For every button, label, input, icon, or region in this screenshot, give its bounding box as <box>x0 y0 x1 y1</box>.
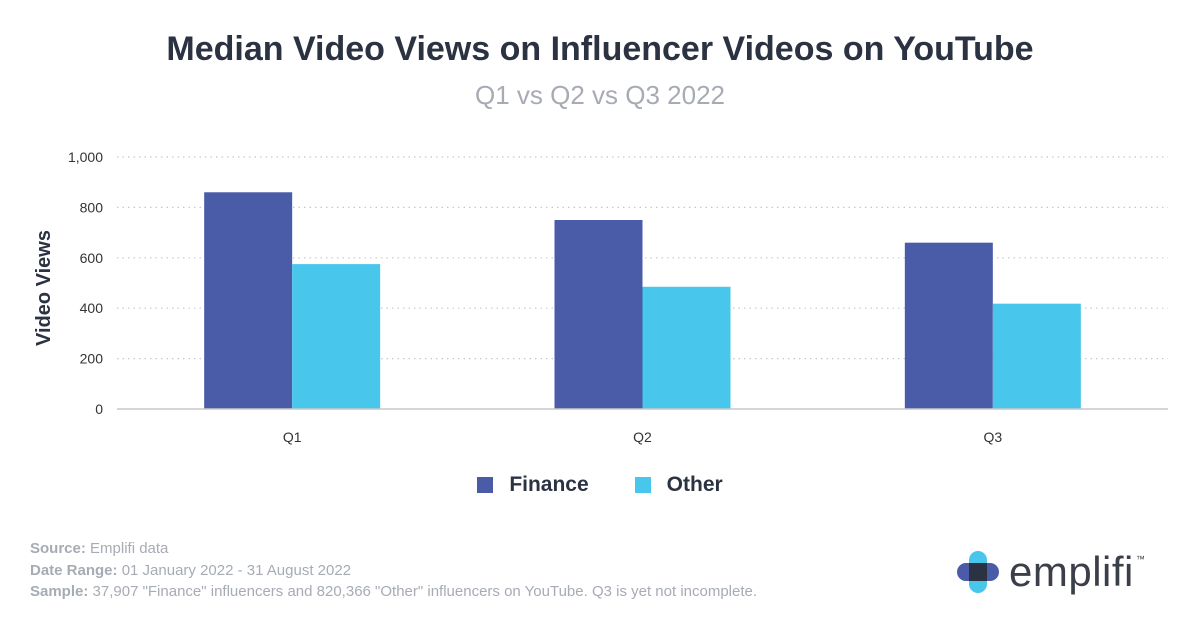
x-tick-label: Q1 <box>283 429 302 445</box>
y-tick-label: 1,000 <box>68 149 103 165</box>
legend-item-other: Other <box>634 473 723 497</box>
footer-sample-key: Sample: <box>30 583 89 600</box>
bar-other-q3 <box>992 303 1081 409</box>
bar-other-q1 <box>292 264 381 409</box>
x-tick-label: Q3 <box>983 429 1002 445</box>
y-axis-title: Video Views <box>33 230 55 346</box>
bar-finance-q1 <box>204 192 293 409</box>
footer-source-value: Emplifi data <box>85 540 169 557</box>
y-tick-label: 200 <box>80 351 104 367</box>
chart-subtitle: Q1 vs Q2 vs Q3 2022 <box>474 80 725 110</box>
y-tick-label: 0 <box>95 401 103 417</box>
footer-sample-value: 37,907 "Finance" influencers and 820,366… <box>88 583 758 600</box>
footer-date-key: Date Range: <box>30 561 118 579</box>
legend-label-finance: Finance <box>509 473 589 496</box>
bar-other-q2 <box>642 286 731 409</box>
footer-date-range: Date Range: 01 January 2022 - 31 August … <box>30 560 757 582</box>
chart-title: Median Video Views on Influencer Videos … <box>166 30 1034 68</box>
footer-source-key: Source: <box>30 540 86 557</box>
legend-item-finance: Finance <box>477 473 589 497</box>
y-tick-label: 800 <box>80 199 104 215</box>
logo-text: emplifi <box>1009 548 1134 595</box>
legend-swatch-other <box>634 477 651 493</box>
chart-footer: Source: Emplifi data Date Range: 01 Janu… <box>30 538 757 603</box>
chart-legend: Finance Other <box>0 473 1200 497</box>
y-tick-label: 600 <box>80 250 104 266</box>
emplifi-logo-icon <box>957 551 999 593</box>
legend-label-other: Other <box>666 473 723 496</box>
footer-sample: Sample: 37,907 "Finance" influencers and… <box>30 581 757 603</box>
y-tick-label: 400 <box>80 300 104 316</box>
bar-chart: 0 200 400 600 800 1,000 Video Views Q1 Q2 Q3 <box>33 149 1168 445</box>
legend-swatch-finance <box>477 477 494 493</box>
footer-date-value: 01 January 2022 - 31 August 2022 <box>117 561 352 579</box>
emplifi-logo: emplifi ™ <box>957 548 1145 596</box>
logo-trademark: ™ <box>1135 554 1145 564</box>
bar-finance-q2 <box>554 220 643 409</box>
bar-finance-q3 <box>904 242 993 409</box>
x-tick-label: Q2 <box>633 429 652 445</box>
footer-source: Source: Emplifi data <box>30 538 757 560</box>
